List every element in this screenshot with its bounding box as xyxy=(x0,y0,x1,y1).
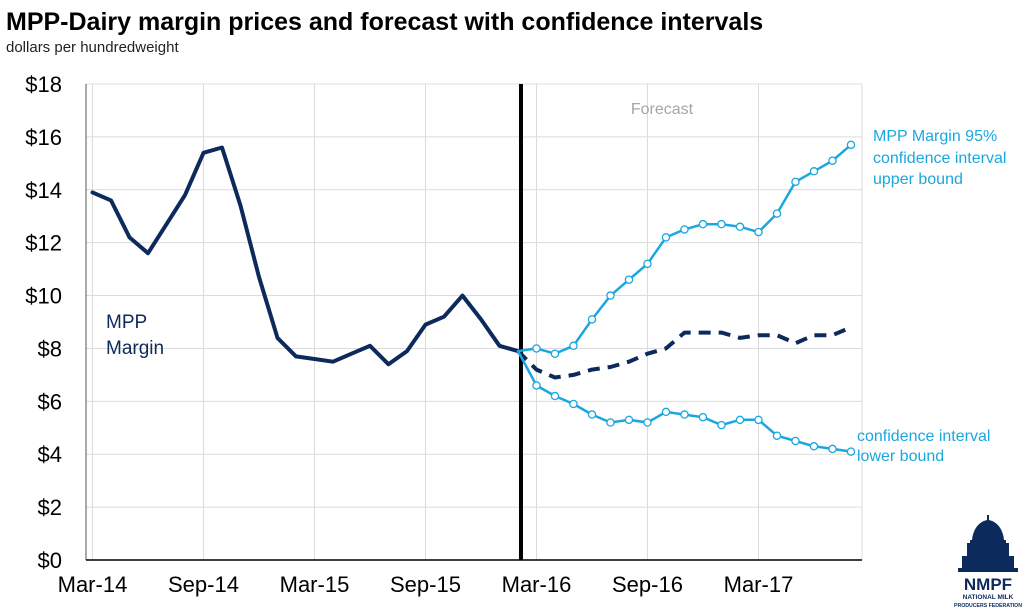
data-point xyxy=(717,219,726,229)
data-point xyxy=(624,415,634,425)
y-axis-tick-labels: $0 $2 $4 $6 $8 $10 $12 $14 $16 $18 xyxy=(25,72,62,573)
x-tick-label: Sep-15 xyxy=(390,572,461,597)
chart-title: MPP-Dairy margin prices and forecast wit… xyxy=(6,8,763,36)
y-tick-label: $4 xyxy=(38,442,62,467)
x-tick-label: Mar-15 xyxy=(280,572,350,597)
data-point xyxy=(735,415,745,425)
data-point xyxy=(754,415,763,425)
data-point xyxy=(846,447,856,456)
data-point xyxy=(661,407,671,417)
x-tick-label: Mar-16 xyxy=(502,572,572,597)
series-layer xyxy=(90,140,856,456)
data-point xyxy=(680,410,689,419)
data-point xyxy=(698,412,708,422)
data-point xyxy=(735,222,745,232)
data-point xyxy=(532,344,541,353)
series-mpp-margin-forecast xyxy=(516,325,852,380)
y-tick-label: $2 xyxy=(38,495,62,520)
data-point xyxy=(717,420,726,430)
data-point xyxy=(606,291,615,300)
forecast-label: Forecast xyxy=(631,101,694,118)
data-point xyxy=(791,177,800,187)
logo-tagline-line-1: NATIONAL MILK xyxy=(963,594,1014,601)
series-line-mpp-margin-95-confidence-interval-upper-bound xyxy=(516,143,853,355)
y-tick-label: $8 xyxy=(38,336,62,361)
series-label-lower-bound-line-1: confidence interval xyxy=(857,428,990,445)
data-point xyxy=(698,219,708,229)
data-point xyxy=(550,349,560,358)
data-point xyxy=(680,225,689,234)
data-point xyxy=(828,444,837,454)
series-label-mpp-margin-line-1: MPP xyxy=(106,312,147,333)
data-point xyxy=(569,399,578,409)
series-label-lower-bound: confidence interval lower bound xyxy=(857,428,995,465)
x-axis-tick-labels: Mar-14 Sep-14 Mar-15 Sep-15 Mar-16 Sep-16 Mar-… xyxy=(58,572,794,597)
data-point xyxy=(587,410,597,419)
data-point xyxy=(809,167,819,176)
series-label-upper-bound-line-2: confidence interval xyxy=(873,150,1006,167)
series-mpp-margin-95-confidence-interval-upper-bound xyxy=(516,140,856,358)
nmpf-logo: NMPF NATIONAL MILK PRODUCERS FEDERATION xyxy=(954,515,1022,609)
data-point xyxy=(791,436,800,446)
data-point xyxy=(828,156,837,165)
y-tick-label: $12 xyxy=(25,231,62,256)
y-tick-label: $10 xyxy=(25,284,62,309)
data-point xyxy=(624,275,634,284)
data-point xyxy=(754,227,763,237)
data-point xyxy=(772,431,782,440)
logo-tagline-line-2: PRODUCERS FEDERATION xyxy=(954,603,1022,609)
y-tick-label: $0 xyxy=(38,548,62,573)
data-point xyxy=(532,381,541,390)
capitol-base-icon xyxy=(958,568,1018,572)
series-confidence-interval-lower-bound xyxy=(516,349,856,456)
series-label-lower-bound-line-2: lower bound xyxy=(857,448,944,465)
series-label-mpp-margin: MPP Margin xyxy=(106,312,164,359)
data-point xyxy=(606,418,615,427)
data-point xyxy=(846,140,856,150)
data-point xyxy=(661,233,671,242)
series-mpp-margin xyxy=(90,145,520,367)
series-line-mpp-margin-forecast xyxy=(516,325,852,380)
series-label-upper-bound-line-1: MPP Margin 95% xyxy=(873,128,997,145)
data-point xyxy=(569,341,578,351)
data-point xyxy=(772,209,782,218)
series-line-mpp-margin xyxy=(90,145,520,367)
data-point xyxy=(550,391,560,401)
y-tick-label: $16 xyxy=(25,125,62,150)
gridlines xyxy=(85,83,863,560)
series-label-upper-bound-line-3: upper bound xyxy=(873,171,963,188)
y-tick-label: $6 xyxy=(38,389,62,414)
x-tick-label: Mar-17 xyxy=(724,572,794,597)
capitol-dome-icon xyxy=(967,515,1009,556)
series-label-upper-bound: MPP Margin 95% confidence interval upper… xyxy=(873,128,1011,188)
x-tick-label: Sep-14 xyxy=(168,572,239,597)
chart-subtitle: dollars per hundredweight xyxy=(6,39,179,56)
data-point xyxy=(809,442,819,451)
data-point xyxy=(643,418,652,427)
series-label-mpp-margin-line-2: Margin xyxy=(106,338,164,359)
x-tick-label: Sep-16 xyxy=(612,572,683,597)
y-tick-label: $14 xyxy=(25,178,62,203)
data-point xyxy=(643,259,652,269)
capitol-columns-icon xyxy=(962,556,1014,568)
logo-name: NMPF xyxy=(964,575,1012,594)
data-point xyxy=(587,315,597,324)
x-tick-label: Mar-14 xyxy=(58,572,128,597)
y-tick-label: $18 xyxy=(25,72,62,97)
